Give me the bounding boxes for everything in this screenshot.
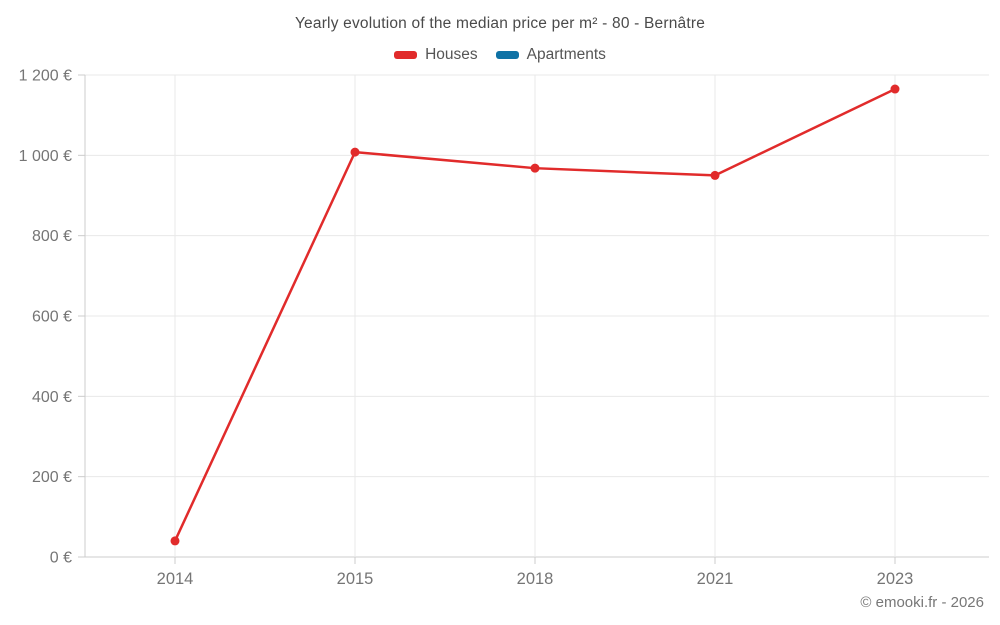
chart-legend: Houses Apartments — [0, 46, 1000, 64]
svg-text:2023: 2023 — [877, 570, 914, 588]
houses-legend-label: Houses — [425, 46, 478, 63]
svg-text:1 000 €: 1 000 € — [19, 148, 72, 165]
svg-text:0 €: 0 € — [50, 550, 72, 567]
svg-text:800 €: 800 € — [32, 228, 72, 245]
copyright-footer: © emooki.fr - 2026 — [860, 594, 984, 611]
houses-legend-swatch — [394, 51, 418, 59]
svg-text:2014: 2014 — [157, 570, 194, 588]
svg-text:2015: 2015 — [337, 570, 374, 588]
legend-item-apartments[interactable]: Apartments — [495, 46, 606, 64]
svg-text:1 200 €: 1 200 € — [19, 68, 72, 85]
svg-text:2018: 2018 — [517, 570, 554, 588]
svg-text:200 €: 200 € — [32, 469, 72, 486]
svg-text:2021: 2021 — [697, 570, 734, 588]
chart-title: Yearly evolution of the median price per… — [294, 15, 706, 32]
svg-text:400 €: 400 € — [32, 389, 72, 406]
legend-item-houses[interactable]: Houses — [394, 46, 478, 64]
apartments-legend-swatch — [495, 51, 519, 59]
apartments-legend-label: Apartments — [526, 46, 606, 63]
svg-text:600 €: 600 € — [32, 309, 72, 326]
